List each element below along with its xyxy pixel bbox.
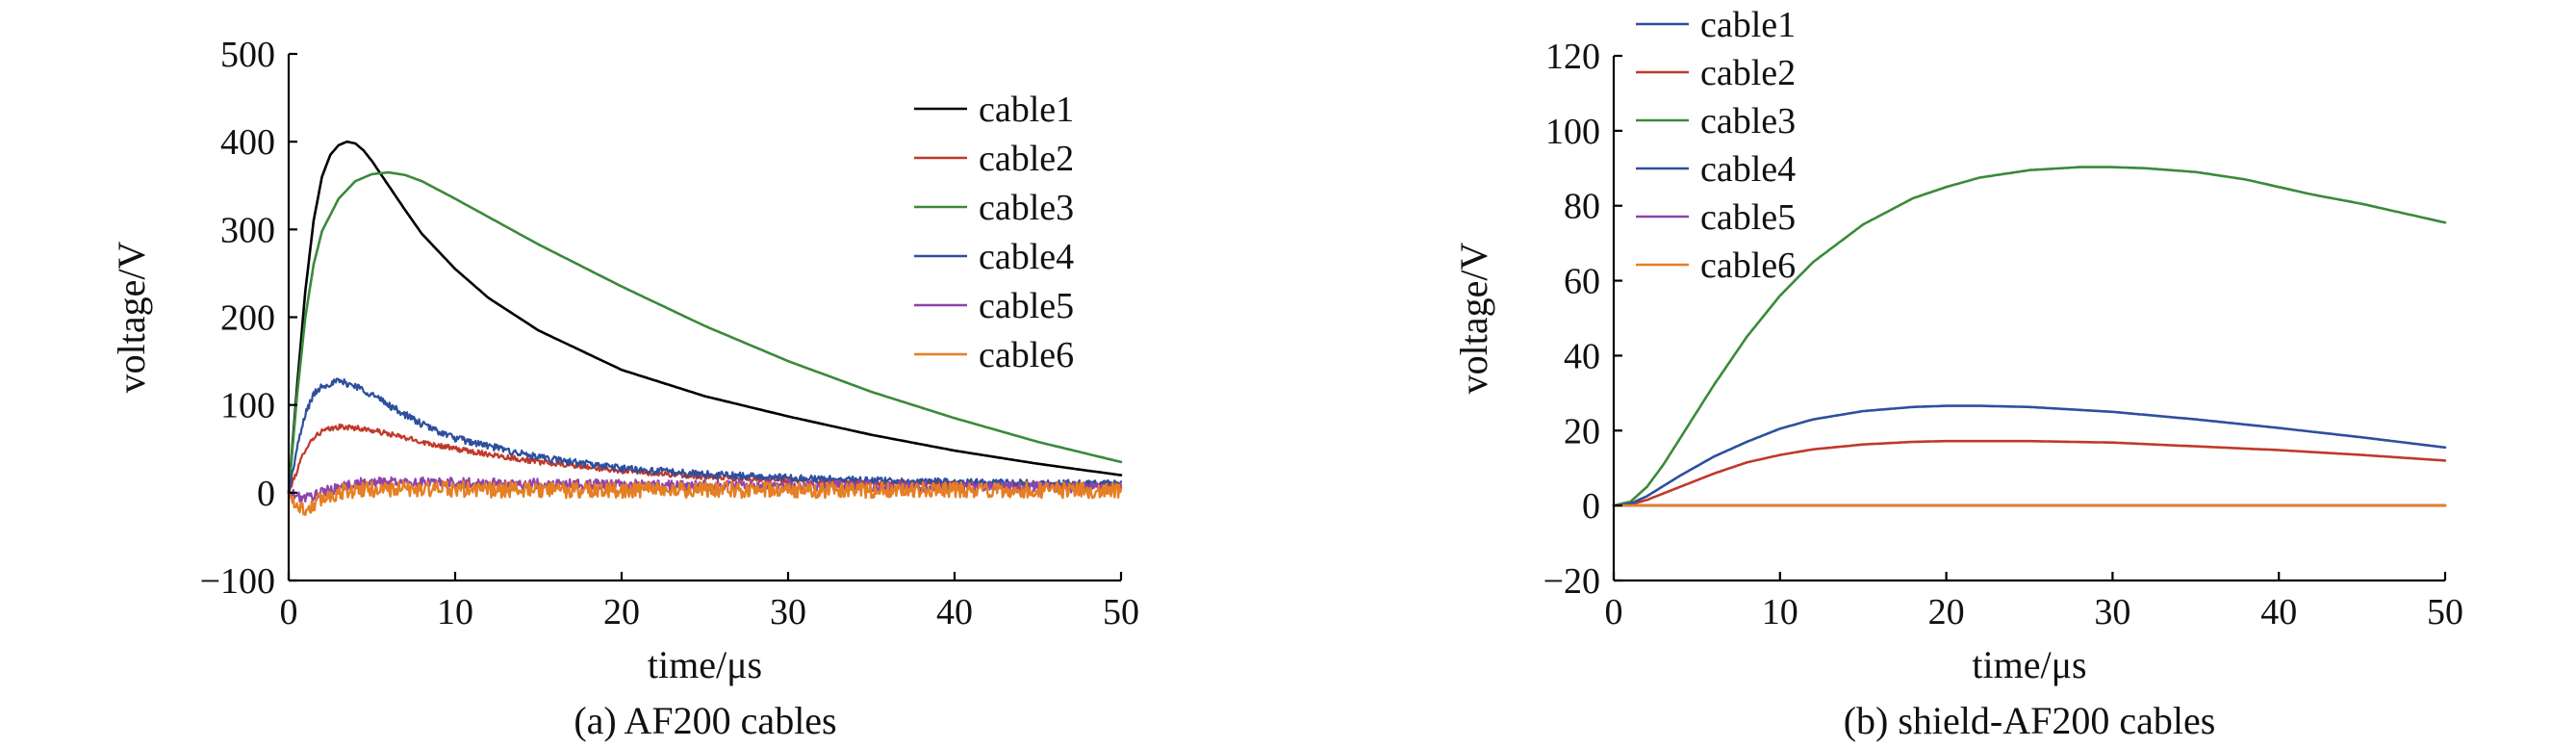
x-tick-label: 20: [1928, 592, 1965, 632]
x-tick-label: 0: [280, 592, 298, 632]
y-tick-label: 120: [1545, 37, 1600, 77]
x-tick-label: 10: [437, 592, 473, 632]
x-tick-label: 40: [2260, 592, 2297, 632]
x-axis-title: time/μs: [1972, 643, 2086, 686]
y-tick-label: 0: [1582, 486, 1600, 527]
series-group: [1612, 166, 2447, 507]
legend-label-cable2: cable2: [979, 139, 1074, 179]
y-tick-label: 20: [1564, 411, 1600, 451]
legend-label-cable6: cable6: [979, 335, 1074, 375]
series-group: [287, 140, 1123, 517]
y-tick-label: 60: [1564, 262, 1600, 302]
series-line-cable6: [287, 479, 1123, 517]
legend-label-cable5: cable5: [1700, 197, 1796, 238]
y-tick-label: 100: [1545, 112, 1600, 152]
y-tick-label: 500: [220, 35, 275, 75]
y-axis-title: voltage/V: [110, 242, 153, 394]
y-tick-label: 100: [220, 386, 275, 426]
x-tick-label: 30: [770, 592, 806, 632]
legend-label-cable4: cable4: [1700, 149, 1796, 190]
legend-label-cable4: cable4: [979, 237, 1074, 277]
x-tick-label: 0: [1605, 592, 1623, 632]
y-tick-label: 0: [257, 474, 275, 514]
legend-label-cable6: cable6: [1700, 245, 1796, 286]
panel-caption: (b) shield-AF200 cables: [1844, 699, 2216, 742]
y-tick-label: 40: [1564, 336, 1600, 376]
y-tick-label: −100: [200, 561, 275, 602]
y-tick-label: 80: [1564, 187, 1600, 227]
x-axis-title: time/μs: [648, 643, 762, 686]
series-line-cable4: [287, 377, 1123, 494]
x-tick-label: 50: [2427, 592, 2463, 632]
x-tick-label: 50: [1103, 592, 1139, 632]
legend-label-cable2: cable2: [1700, 53, 1796, 93]
legend: cable1 cable2 cable3 cable4 cable5 cable6: [1636, 5, 1796, 286]
series-line-cable3: [1612, 166, 2447, 507]
y-axis-title: voltage/V: [1452, 243, 1495, 395]
series-line-cable3: [287, 170, 1123, 495]
y-tick-label: 200: [220, 298, 275, 339]
series-line-cable4: [1612, 404, 2447, 507]
x-tick-label: 30: [2094, 592, 2130, 632]
legend-label-cable5: cable5: [979, 286, 1074, 326]
legend: cable1 cable2 cable3 cable4 cable5 cable6: [914, 90, 1074, 375]
y-tick-label: −20: [1543, 561, 1600, 602]
y-tick-label: 400: [220, 122, 275, 163]
panel-caption: (a) AF200 cables: [574, 699, 836, 742]
legend-label-cable3: cable3: [979, 188, 1074, 228]
x-tick-label: 40: [936, 592, 973, 632]
x-tick-label: 10: [1762, 592, 1798, 632]
legend-label-cable1: cable1: [979, 90, 1074, 130]
legend-label-cable1: cable1: [1700, 5, 1796, 45]
legend-label-cable3: cable3: [1700, 101, 1796, 142]
series-line-cable1: [287, 140, 1123, 495]
x-tick-label: 20: [603, 592, 640, 632]
series-line-cable2: [1612, 439, 2447, 507]
y-tick-label: 300: [220, 210, 275, 250]
